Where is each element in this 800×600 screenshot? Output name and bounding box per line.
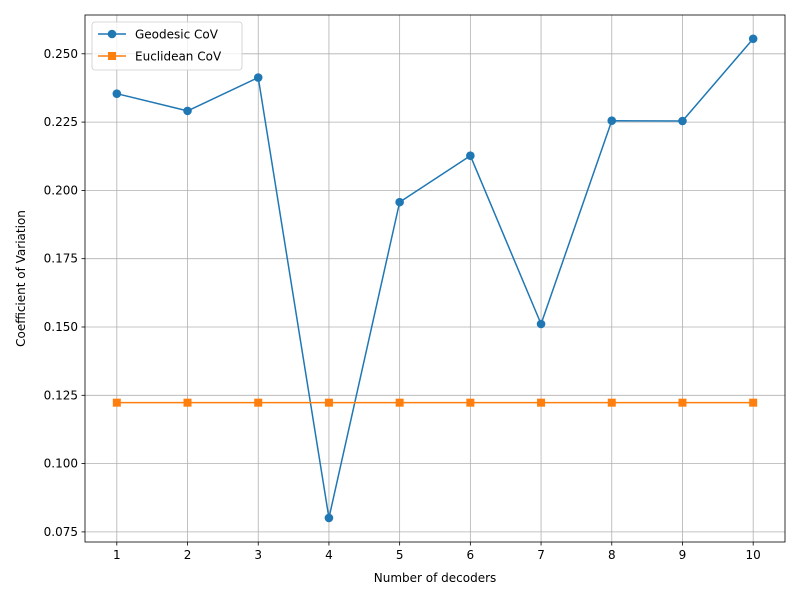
legend-entry-label: Geodesic CoV [135,28,219,42]
data-point [536,319,546,329]
y-tick-label: 0.200 [44,183,78,197]
data-point [112,89,122,98]
data-point [254,398,263,407]
data-point [678,116,687,126]
data-point [537,398,546,407]
plot-frame [84,14,786,543]
series-line [116,38,754,519]
legend-marker [107,29,117,39]
legend-marker [108,52,116,60]
y-tick-label: 0.225 [44,115,78,129]
data-point [466,398,475,407]
y-tick-label: 0.125 [44,388,78,402]
x-tick-label: 9 [679,548,687,562]
data-point [466,151,475,160]
data-point [749,398,758,407]
data-point [607,398,616,407]
series-layer [112,34,758,523]
x-axis-label: Number of decoders [374,571,497,585]
y-tick-label: 0.100 [44,457,78,471]
grid-lines [85,15,785,542]
x-tick-label: 6 [467,548,475,562]
y-tick-label: 0.250 [44,47,78,61]
data-point [395,197,404,207]
data-point [112,398,121,407]
data-point [183,106,192,116]
data-point [253,73,263,82]
data-point [748,34,758,44]
legend: Geodesic CoV Euclidean CoV [91,21,243,71]
data-point [607,116,617,126]
data-point [324,513,334,523]
x-tick-label: 8 [608,548,616,562]
data-point [395,398,404,407]
y-tick-label: 0.075 [44,525,78,539]
data-point [678,398,687,407]
x-tick-label: 3 [254,548,262,562]
x-tick-label: 4 [325,548,333,562]
x-tick-label: 1 [113,548,121,562]
series-geodesic-cov [112,34,758,523]
data-point [324,398,333,407]
legend-box [91,21,243,71]
x-tick-label: 7 [537,548,545,562]
y-tick-label: 0.175 [44,252,78,266]
data-point [183,398,192,407]
y-axis-label: Coefficient of Variation [14,210,28,347]
x-tick-label: 10 [746,548,761,562]
series-euclidean-cov [112,398,758,407]
x-tick-label: 2 [184,548,192,562]
y-tick-label: 0.150 [44,320,78,334]
legend-entry-label: Euclidean CoV [135,50,222,64]
x-tick-label: 5 [396,548,404,562]
axis-ticks: 1 2 3 4 5 6 7 8 9 10 0.075 0.100 0.125 0.150 0.175 0.20… [44,47,761,562]
